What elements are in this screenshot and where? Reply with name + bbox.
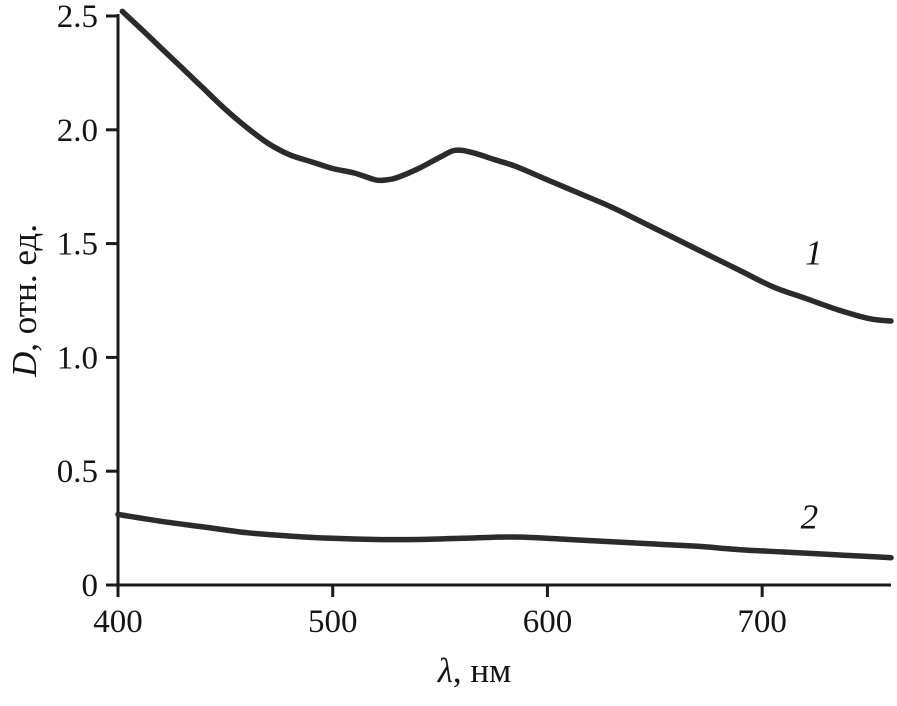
x-axis-title: λ, нм (437, 651, 512, 690)
series-2-label: 2 (801, 498, 819, 537)
x-tick-label: 500 (308, 604, 358, 640)
y-axis-title: D, отн. ед. (5, 224, 44, 378)
y-tick-label: 2.5 (57, 0, 98, 35)
x-tick-label: 600 (523, 604, 573, 640)
y-tick-label: 0.5 (57, 454, 98, 490)
x-tick-label: 700 (737, 604, 787, 640)
y-tick-label: 0 (82, 568, 99, 604)
series-1-line (119, 8, 894, 324)
series-2-line (115, 511, 894, 561)
series-1-label: 1 (805, 234, 823, 273)
y-tick-label: 2.0 (57, 113, 98, 149)
x-tick-label: 400 (93, 604, 143, 640)
y-tick-label: 1.0 (57, 340, 98, 376)
y-tick-label: 1.5 (57, 227, 98, 263)
